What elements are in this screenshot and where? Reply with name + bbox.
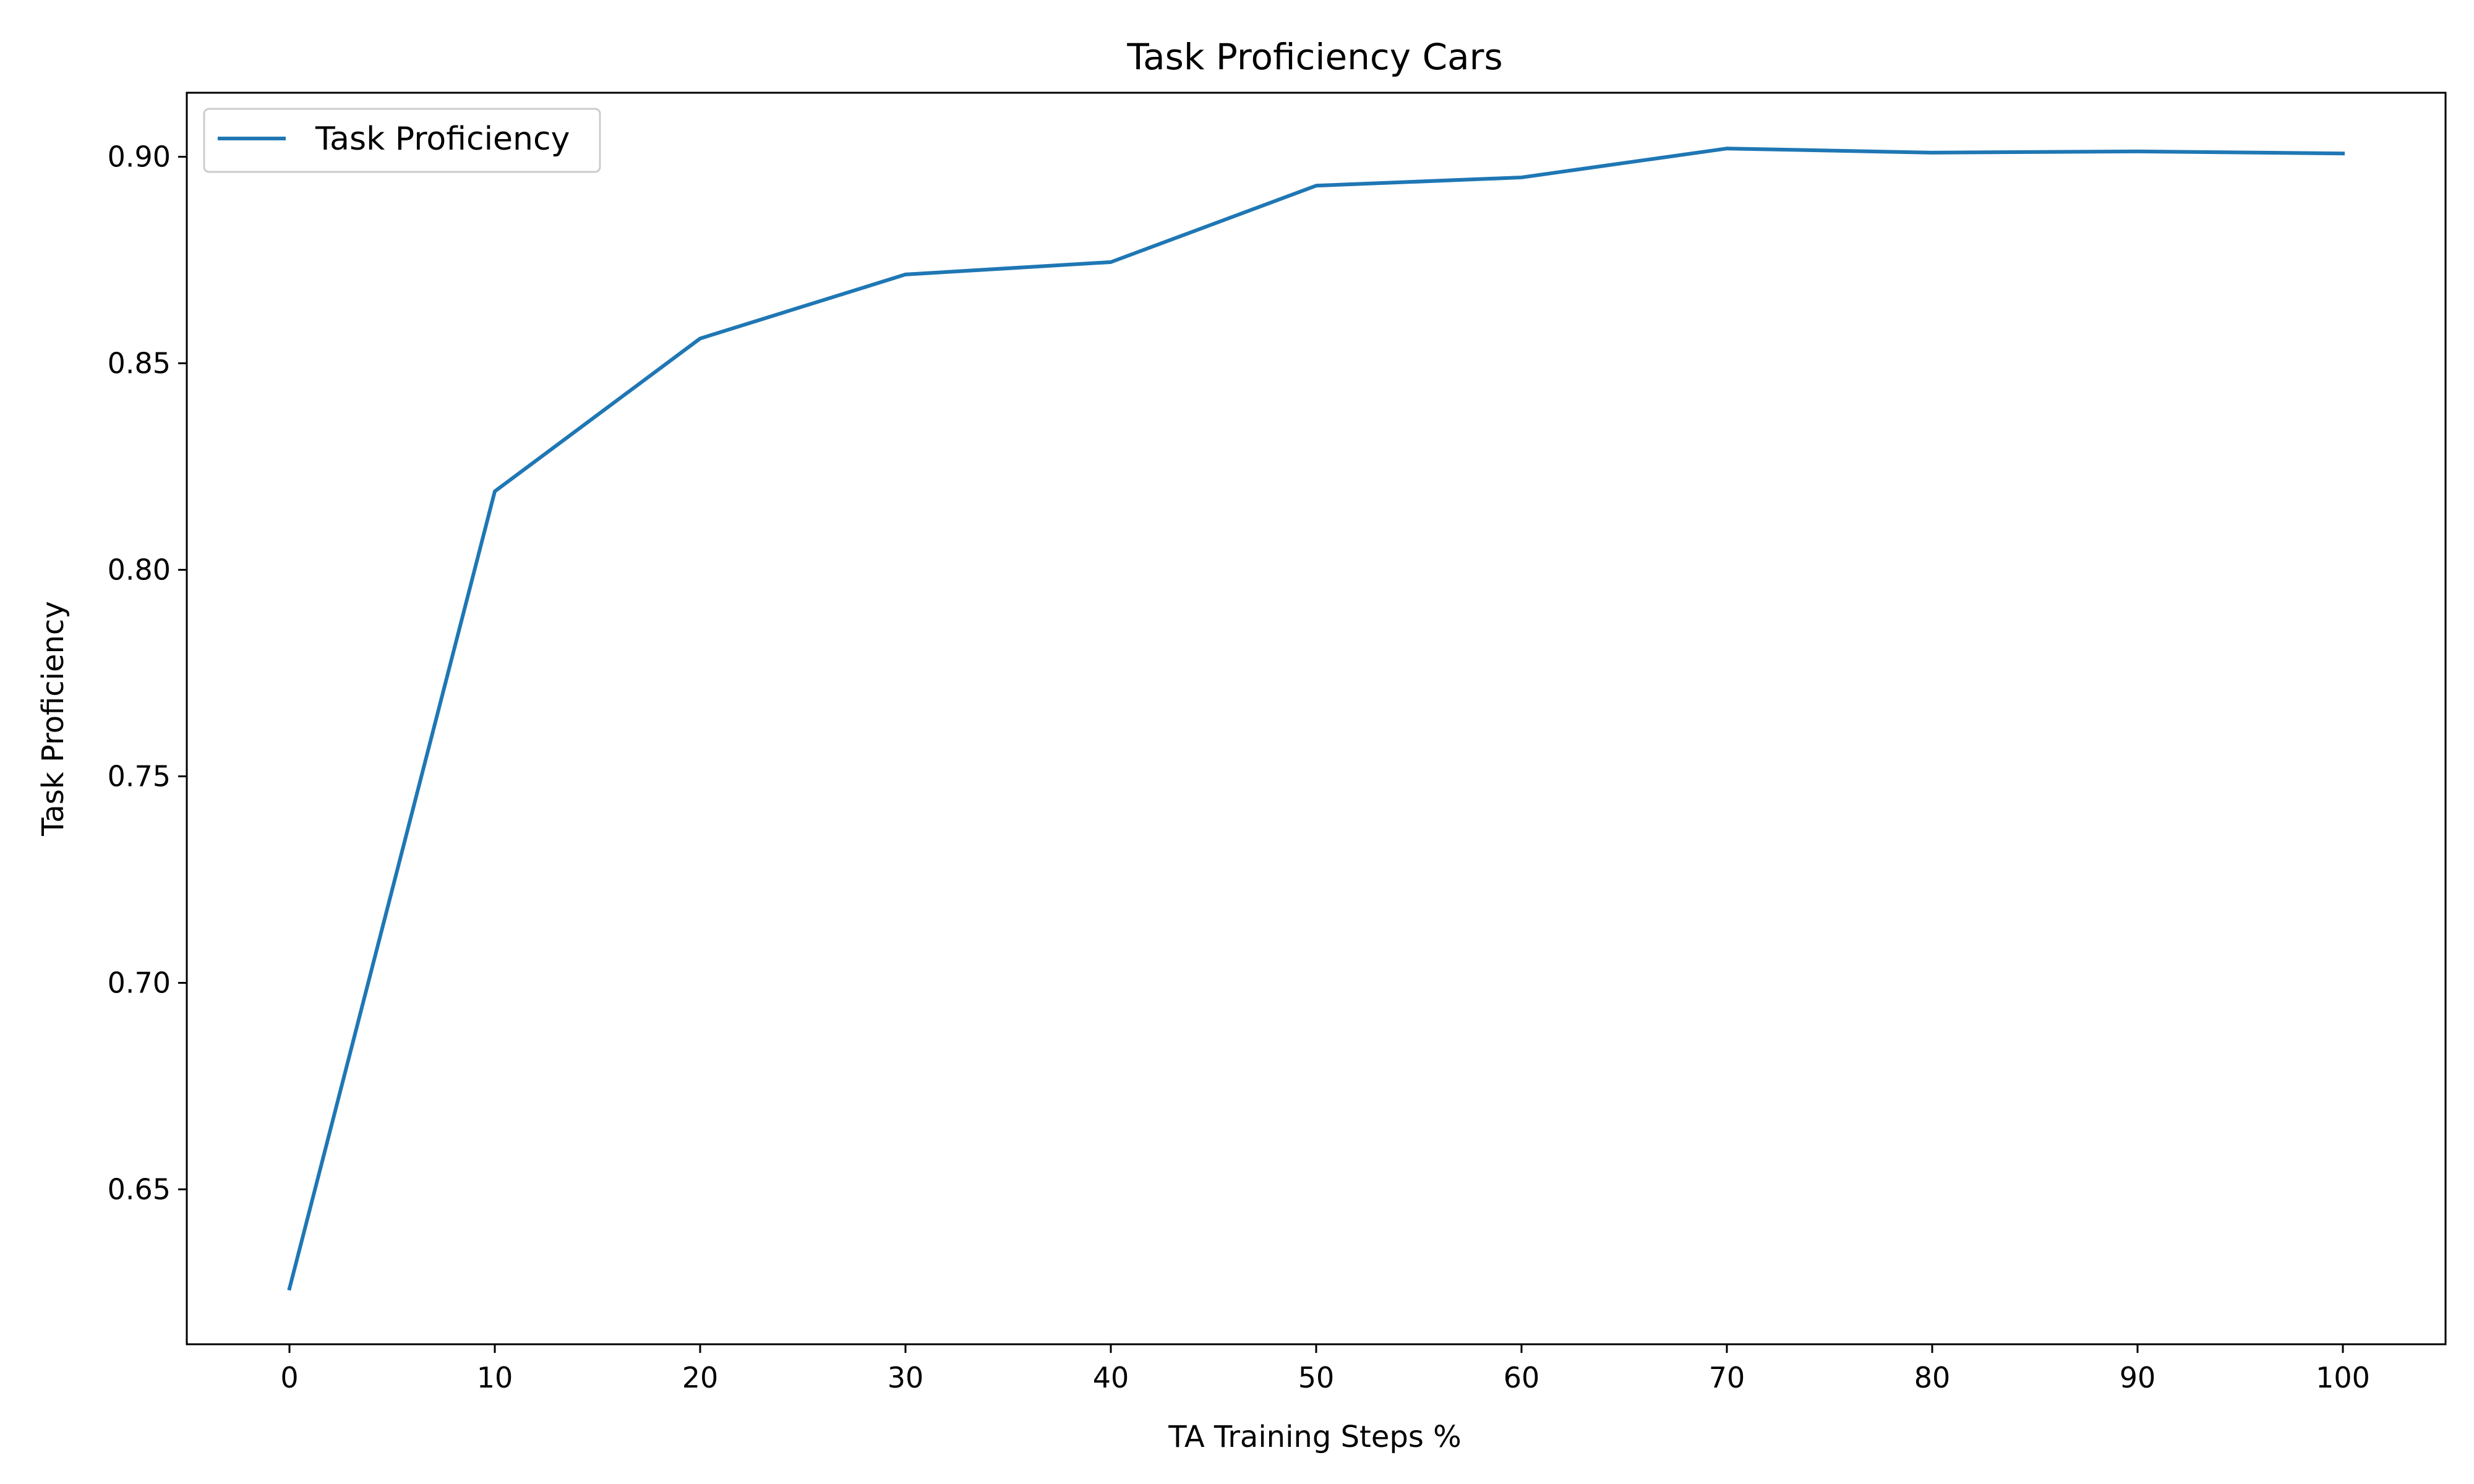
y-tick-label: 0.75: [108, 760, 171, 793]
x-tick-label: 30: [888, 1361, 924, 1394]
x-tick-label: 60: [1504, 1361, 1540, 1394]
y-tick-label: 0.85: [108, 347, 171, 380]
x-tick-label: 40: [1093, 1361, 1129, 1394]
legend: Task Proficiency: [203, 108, 601, 173]
x-axis-title: TA Training Steps %: [1168, 1420, 1462, 1454]
y-axis-ticks: 0.65 0.70 0.75 0.80 0.85 0.90: [108, 140, 187, 1206]
y-tick-label: 0.65: [108, 1173, 171, 1206]
y-tick-label: 0.80: [108, 553, 171, 587]
y-axis-title: Task Proficiency: [36, 601, 71, 837]
x-tick-label: 70: [1709, 1361, 1745, 1394]
y-tick-label: 0.90: [108, 140, 171, 174]
series-line-task-proficiency: [287, 147, 2345, 1291]
y-tick-label: 0.70: [108, 966, 171, 1000]
x-axis-ticks: 0 10 20 30 40 50 60 70 80 90 100: [280, 1344, 2370, 1394]
x-tick-label: 10: [477, 1361, 513, 1394]
x-tick-label: 20: [682, 1361, 719, 1394]
x-tick-label: 100: [2316, 1361, 2370, 1394]
x-tick-label: 50: [1298, 1361, 1335, 1394]
legend-box: [203, 108, 601, 173]
x-tick-label: 80: [1914, 1361, 1951, 1394]
x-tick-label: 0: [280, 1361, 298, 1394]
legend-label-task-proficiency: Task Proficiency: [315, 121, 570, 158]
chart-title: Task Proficiency Cars: [1126, 36, 1502, 78]
plot-area-frame: [186, 92, 2447, 1345]
x-tick-label: 90: [2120, 1361, 2156, 1394]
